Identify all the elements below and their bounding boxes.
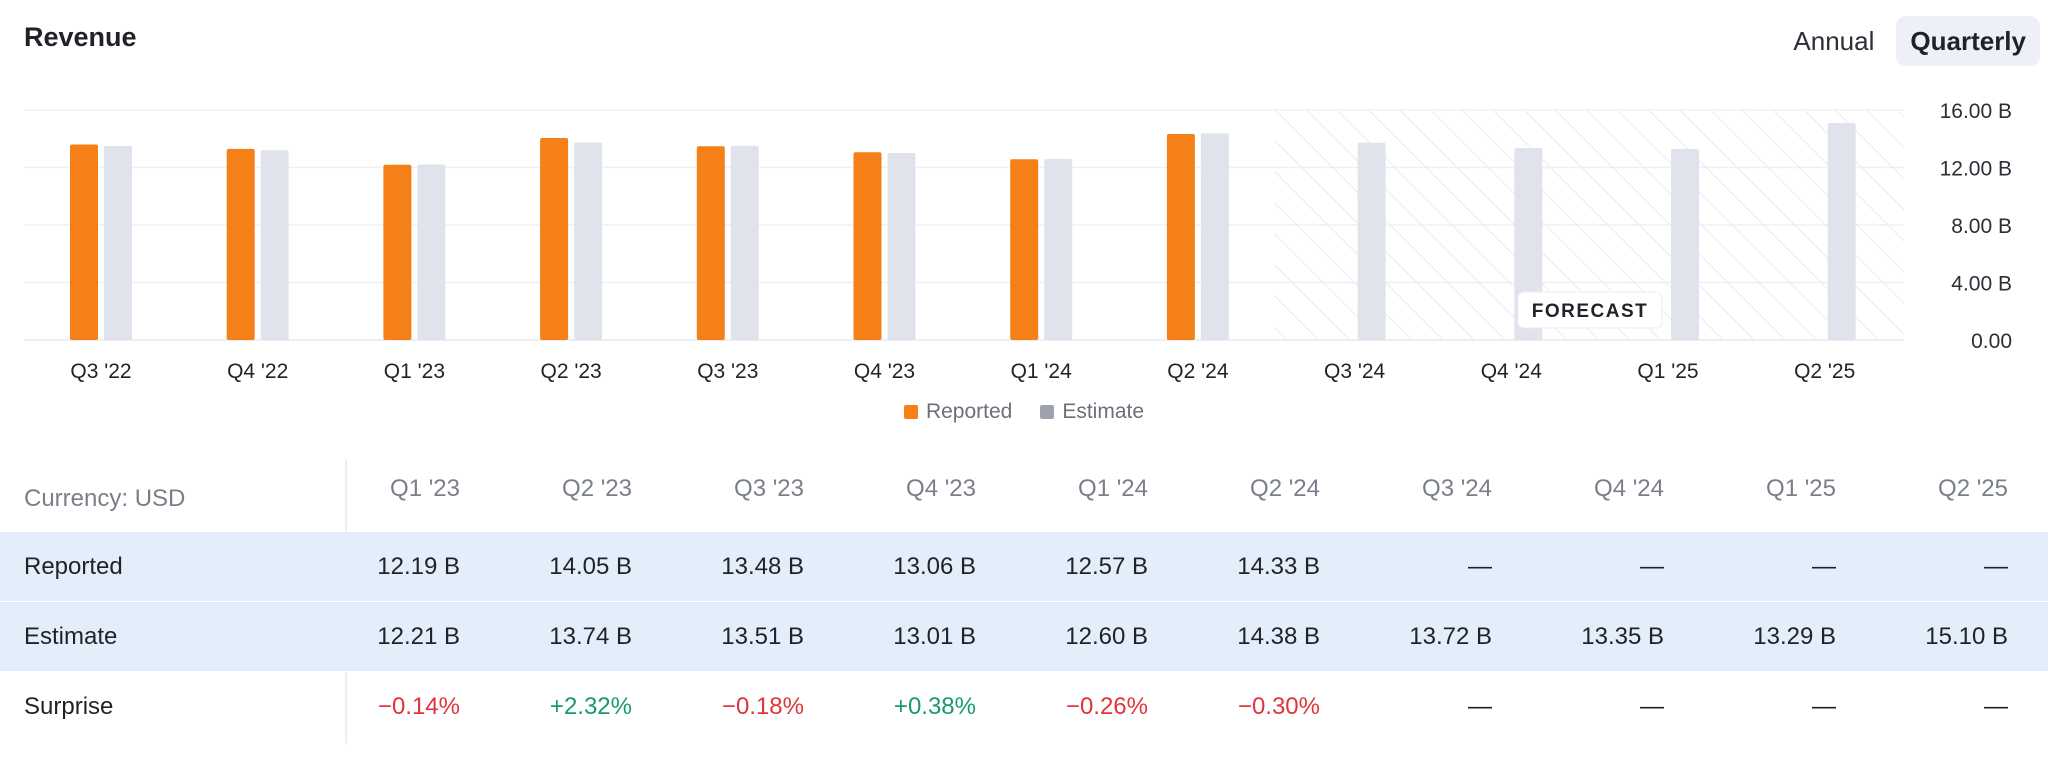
bar-estimate[interactable] bbox=[1827, 122, 1856, 340]
table-cell: +2.32% bbox=[549, 692, 632, 720]
column-header: Q2 '24 bbox=[1250, 475, 1320, 502]
revenue-table: Currency: USD Q1 '23 Q2 '23 Q3 '23 Q4 '23 Q1… bbox=[0, 459, 2048, 745]
bar-reported[interactable] bbox=[853, 152, 882, 340]
x-tick-label: Q3 '23 bbox=[697, 360, 758, 383]
table-cell: 13.29 B bbox=[1753, 622, 1836, 650]
revenue-bar-chart: 0.00 4.00 B 8.00 B 12.00 B 16.00 B Q3 '22 Q4 '… bbox=[24, 100, 2012, 383]
bar-reported[interactable] bbox=[540, 138, 569, 340]
table-cell: — bbox=[1640, 692, 1664, 720]
table-cell: 13.51 B bbox=[721, 622, 804, 650]
table-cell: — bbox=[1468, 692, 1492, 720]
table-cell: — bbox=[1812, 692, 1836, 720]
x-tick-label: Q1 '24 bbox=[1011, 360, 1073, 383]
row-label: Surprise bbox=[24, 692, 114, 720]
x-tick-label: Q2 '23 bbox=[540, 360, 601, 383]
annual-tab[interactable]: Annual bbox=[1793, 26, 1875, 56]
column-header: Q1 '25 bbox=[1766, 475, 1836, 502]
bar-estimate[interactable] bbox=[104, 145, 132, 340]
forecast-badge-label: FORECAST bbox=[1532, 301, 1649, 322]
legend-item-estimate[interactable]: Estimate bbox=[1040, 400, 1144, 424]
y-tick-label: 12.00 B bbox=[1940, 158, 2012, 181]
table-cell: −0.26% bbox=[1065, 692, 1148, 720]
column-header: Q1 '24 bbox=[1078, 475, 1148, 502]
table-cell: — bbox=[1984, 552, 2008, 580]
bar-estimate[interactable] bbox=[574, 142, 603, 340]
column-header: Q2 '25 bbox=[1938, 475, 2008, 502]
table-cell: 12.21 B bbox=[377, 622, 460, 650]
currency-label: Currency: USD bbox=[24, 485, 186, 512]
estimate-swatch-icon bbox=[1040, 405, 1055, 419]
table-row-estimate: Estimate 12.21 B 13.74 B 13.51 B 13.01 B 12.… bbox=[0, 602, 2048, 672]
table-cell: −0.14% bbox=[377, 692, 460, 720]
bar-reported[interactable] bbox=[1166, 134, 1195, 340]
table-cell: — bbox=[1640, 552, 1664, 580]
table-cell: −0.18% bbox=[721, 692, 804, 720]
reported-swatch-icon bbox=[903, 405, 918, 419]
column-header: Q3 '24 bbox=[1422, 475, 1492, 502]
x-tick-label: Q3 '22 bbox=[70, 360, 131, 383]
table-cell: 14.05 B bbox=[549, 552, 632, 580]
x-tick-label: Q1 '23 bbox=[384, 360, 445, 383]
x-tick-label: Q3 '24 bbox=[1324, 360, 1386, 383]
bar-reported[interactable] bbox=[383, 164, 412, 340]
table-cell: 13.35 B bbox=[1581, 622, 1664, 650]
bar-estimate[interactable] bbox=[417, 164, 446, 340]
table-header-row: Currency: USD Q1 '23 Q2 '23 Q3 '23 Q4 '23 Q1… bbox=[0, 459, 2048, 532]
bar-reported[interactable] bbox=[226, 148, 255, 340]
quarterly-tab[interactable]: Quarterly bbox=[1896, 16, 2040, 66]
table-cell: 14.38 B bbox=[1237, 622, 1320, 650]
legend-label-reported: Reported bbox=[925, 400, 1013, 423]
table-cell: 15.10 B bbox=[1925, 622, 2008, 650]
table-cell: 13.01 B bbox=[893, 622, 976, 650]
bar-estimate[interactable] bbox=[260, 150, 289, 340]
table-cell: 12.57 B bbox=[1065, 552, 1148, 580]
x-tick-label: Q4 '23 bbox=[854, 360, 915, 383]
column-header: Q4 '23 bbox=[906, 475, 976, 502]
bar-reported[interactable] bbox=[1010, 159, 1039, 340]
y-tick-label: 0.00 bbox=[1971, 330, 2012, 353]
x-tick-label: Q2 '25 bbox=[1794, 360, 1855, 383]
table-cell: 12.60 B bbox=[1065, 622, 1148, 650]
column-header: Q3 '23 bbox=[734, 475, 804, 502]
bar-estimate[interactable] bbox=[887, 152, 916, 340]
table-cell: +0.38% bbox=[893, 692, 976, 720]
bar-estimate[interactable] bbox=[730, 145, 759, 340]
bar-reported[interactable] bbox=[696, 146, 725, 340]
forecast-badge bbox=[1517, 291, 1663, 329]
table-cell: −0.30% bbox=[1237, 692, 1320, 720]
table-cell: — bbox=[1812, 552, 1836, 580]
y-tick-label: 16.00 B bbox=[1940, 100, 2012, 123]
y-tick-label: 8.00 B bbox=[1951, 215, 2012, 238]
legend-item-reported[interactable]: Reported bbox=[903, 400, 1013, 424]
column-header: Q2 '23 bbox=[562, 475, 632, 502]
table-cell: — bbox=[1984, 692, 2008, 720]
y-tick-label: 4.00 B bbox=[1951, 273, 2012, 296]
x-tick-label: Q1 '25 bbox=[1637, 360, 1698, 383]
row-label: Reported bbox=[24, 552, 123, 580]
bar-estimate[interactable] bbox=[1357, 142, 1386, 340]
row-label: Estimate bbox=[24, 622, 118, 650]
table-cell: 13.72 B bbox=[1409, 622, 1492, 650]
table-row-surprise: Surprise −0.14% +2.32% −0.18% +0.38% −0.26% −… bbox=[0, 672, 2048, 742]
table-cell: 13.06 B bbox=[893, 552, 976, 580]
legend-label-estimate: Estimate bbox=[1062, 400, 1145, 423]
table-row-reported: Reported 12.19 B 14.05 B 13.48 B 13.06 B 12.… bbox=[0, 532, 2048, 602]
chart-legend: Reported Estimate bbox=[0, 400, 2048, 424]
column-header: Q1 '23 bbox=[390, 475, 460, 502]
bar-estimate[interactable] bbox=[1044, 158, 1073, 340]
x-tick-label: Q4 '22 bbox=[227, 360, 288, 383]
table-cell: 14.33 B bbox=[1237, 552, 1320, 580]
bar-estimate[interactable] bbox=[1671, 148, 1699, 340]
table-cell: 12.19 B bbox=[377, 552, 460, 580]
period-toggle: Annual Quarterly bbox=[1779, 16, 2040, 66]
table-cell: — bbox=[1468, 552, 1492, 580]
column-header: Q4 '24 bbox=[1594, 475, 1664, 502]
table-cell: 13.74 B bbox=[549, 622, 632, 650]
bar-estimate[interactable] bbox=[1200, 133, 1229, 340]
table-cell: 13.48 B bbox=[721, 552, 804, 580]
x-tick-label: Q4 '24 bbox=[1481, 360, 1543, 383]
x-tick-label: Q2 '24 bbox=[1167, 360, 1229, 383]
bar-reported[interactable] bbox=[70, 144, 98, 341]
chart-title: Revenue bbox=[24, 22, 137, 52]
